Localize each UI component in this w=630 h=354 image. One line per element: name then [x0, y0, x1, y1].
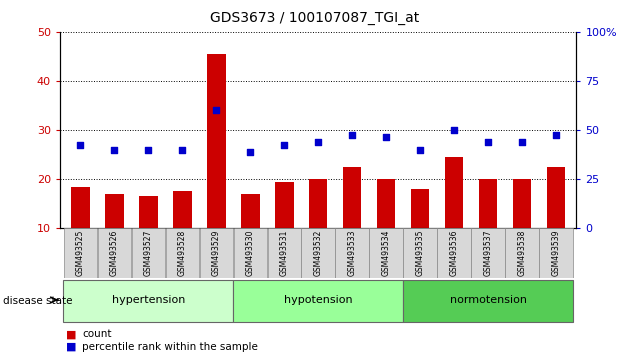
Text: GSM493526: GSM493526 — [110, 230, 118, 276]
Text: GSM493537: GSM493537 — [484, 230, 493, 276]
Bar — [309, 179, 328, 228]
Text: GSM493529: GSM493529 — [212, 230, 220, 276]
Point — [143, 147, 153, 153]
Point — [517, 139, 527, 145]
Bar — [207, 54, 226, 228]
Text: GDS3673 / 100107087_TGI_at: GDS3673 / 100107087_TGI_at — [210, 11, 420, 25]
Text: GSM493531: GSM493531 — [280, 230, 289, 276]
Point — [313, 139, 323, 145]
Bar — [275, 182, 294, 228]
Text: GSM493527: GSM493527 — [144, 230, 152, 276]
FancyBboxPatch shape — [539, 228, 573, 278]
Point — [279, 142, 289, 148]
FancyBboxPatch shape — [132, 228, 165, 278]
FancyBboxPatch shape — [200, 228, 233, 278]
Text: GSM493534: GSM493534 — [382, 230, 391, 276]
Point — [347, 132, 357, 138]
Text: GSM493532: GSM493532 — [314, 230, 323, 276]
FancyBboxPatch shape — [98, 228, 131, 278]
FancyBboxPatch shape — [471, 228, 505, 278]
Bar — [547, 167, 565, 228]
Point — [109, 147, 119, 153]
FancyBboxPatch shape — [336, 228, 369, 278]
Bar — [445, 157, 464, 228]
Point — [177, 147, 187, 153]
Text: GSM493535: GSM493535 — [416, 230, 425, 276]
Bar — [411, 189, 430, 228]
Text: normotension: normotension — [450, 295, 527, 305]
Point — [449, 127, 459, 133]
Point — [551, 132, 561, 138]
FancyBboxPatch shape — [63, 280, 233, 321]
Text: count: count — [82, 329, 112, 339]
Text: GSM493525: GSM493525 — [76, 230, 85, 276]
Bar — [105, 194, 123, 228]
Point — [415, 147, 425, 153]
Bar — [139, 196, 158, 228]
Bar — [71, 187, 89, 228]
Text: GSM493533: GSM493533 — [348, 230, 357, 276]
FancyBboxPatch shape — [234, 228, 267, 278]
FancyBboxPatch shape — [437, 228, 471, 278]
Point — [381, 135, 391, 140]
Point — [75, 142, 85, 148]
Text: percentile rank within the sample: percentile rank within the sample — [82, 342, 258, 352]
FancyBboxPatch shape — [403, 228, 437, 278]
Bar — [377, 179, 396, 228]
Text: ■: ■ — [66, 329, 77, 339]
Bar — [343, 167, 362, 228]
Text: hypotension: hypotension — [284, 295, 352, 305]
FancyBboxPatch shape — [166, 228, 199, 278]
Text: GSM493538: GSM493538 — [518, 230, 527, 276]
Point — [211, 108, 221, 113]
FancyBboxPatch shape — [302, 228, 335, 278]
Bar — [479, 179, 498, 228]
FancyBboxPatch shape — [505, 228, 539, 278]
Text: GSM493536: GSM493536 — [450, 230, 459, 276]
Point — [483, 139, 493, 145]
Point — [245, 149, 255, 155]
FancyBboxPatch shape — [268, 228, 301, 278]
FancyBboxPatch shape — [233, 280, 403, 321]
Text: GSM493528: GSM493528 — [178, 230, 186, 276]
Text: GSM493530: GSM493530 — [246, 230, 255, 276]
FancyBboxPatch shape — [369, 228, 403, 278]
FancyBboxPatch shape — [403, 280, 573, 321]
Bar — [173, 192, 192, 228]
Bar — [241, 194, 260, 228]
Bar — [513, 179, 532, 228]
Text: hypertension: hypertension — [112, 295, 185, 305]
Text: GSM493539: GSM493539 — [551, 230, 561, 276]
Text: ■: ■ — [66, 342, 77, 352]
FancyBboxPatch shape — [64, 228, 97, 278]
Text: disease state: disease state — [3, 296, 72, 306]
